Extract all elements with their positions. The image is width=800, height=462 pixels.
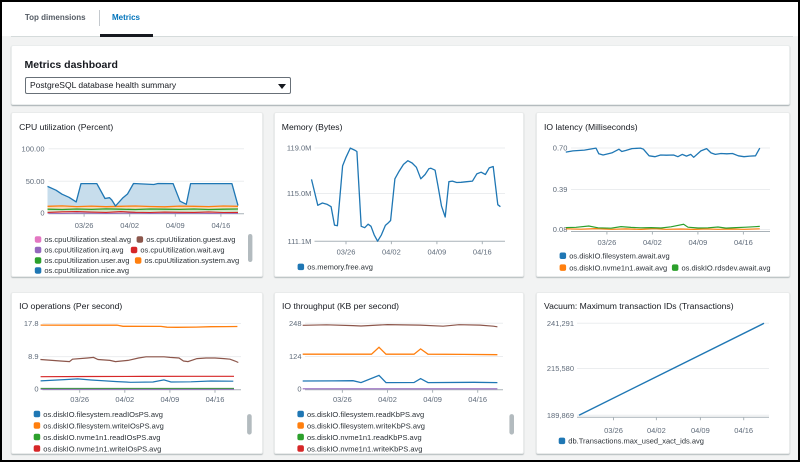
svg-text:124: 124 (289, 352, 302, 361)
svg-text:os.cpuUtilization.guest.avg: os.cpuUtilization.guest.avg (146, 235, 235, 244)
svg-text:0.39: 0.39 (553, 185, 568, 194)
svg-text:04/09: 04/09 (428, 248, 447, 257)
svg-text:04/09: 04/09 (689, 238, 708, 247)
svg-text:04/02: 04/02 (643, 238, 662, 247)
svg-text:04/09: 04/09 (161, 395, 180, 404)
svg-text:0: 0 (297, 384, 301, 393)
svg-text:03/26: 03/26 (598, 238, 617, 247)
svg-text:04/09: 04/09 (166, 221, 185, 230)
svg-text:8.9: 8.9 (28, 352, 38, 361)
svg-text:04/16: 04/16 (206, 395, 225, 404)
svg-text:os.diskIO.nvme1n1.readKbPS.avg: os.diskIO.nvme1n1.readKbPS.avg (307, 433, 422, 442)
svg-text:os.diskIO.nvme1n1.await.avg: os.diskIO.nvme1n1.await.avg (569, 263, 667, 272)
svg-text:50.00: 50.00 (26, 177, 45, 186)
svg-text:os.cpuUtilization.system.avg: os.cpuUtilization.system.avg (145, 256, 240, 265)
svg-text:os.diskIO.filesystem.writeKbPS: os.diskIO.filesystem.writeKbPS.avg (307, 421, 425, 430)
svg-text:17.8: 17.8 (24, 319, 39, 328)
svg-text:119.0M: 119.0M (287, 144, 311, 153)
svg-text:os.cpuUtilization.nice.avg: os.cpuUtilization.nice.avg (44, 266, 129, 275)
svg-text:04/16: 04/16 (734, 426, 753, 435)
svg-text:IO throughput (KB per second): IO throughput (KB per second) (282, 301, 399, 311)
svg-text:os.memory.free.avg: os.memory.free.avg (307, 263, 373, 272)
svg-text:os.diskIO.filesystem.await.avg: os.diskIO.filesystem.await.avg (569, 252, 669, 261)
svg-text:0.08: 0.08 (553, 225, 568, 234)
svg-text:04/02: 04/02 (382, 248, 401, 257)
svg-text:os.diskIO.filesystem.readKbPS.: os.diskIO.filesystem.readKbPS.avg (307, 410, 424, 419)
svg-text:189,869: 189,869 (547, 411, 574, 420)
svg-text:CPU utilization (Percent): CPU utilization (Percent) (19, 122, 113, 132)
svg-text:os.diskIO.nvme1n1.readIOsPS.av: os.diskIO.nvme1n1.readIOsPS.avg (43, 433, 160, 442)
svg-text:os.diskIO.nvme1n1.writeKbPS.av: os.diskIO.nvme1n1.writeKbPS.avg (307, 444, 422, 453)
svg-text:04/09: 04/09 (423, 395, 442, 404)
svg-text:248: 248 (289, 319, 302, 328)
svg-text:os.diskIO.filesystem.writeIOsP: os.diskIO.filesystem.writeIOsPS.avg (43, 421, 163, 430)
svg-text:0.70: 0.70 (553, 144, 568, 153)
svg-text:os.diskIO.nvme1n1.writeIOsPS.a: os.diskIO.nvme1n1.writeIOsPS.avg (43, 444, 161, 453)
svg-text:03/26: 03/26 (333, 395, 352, 404)
svg-text:04/09: 04/09 (691, 426, 710, 435)
svg-text:03/26: 03/26 (75, 221, 94, 230)
svg-text:03/26: 03/26 (70, 395, 89, 404)
svg-text:03/26: 03/26 (604, 426, 623, 435)
svg-text:215,580: 215,580 (547, 364, 574, 373)
svg-text:04/02: 04/02 (120, 221, 139, 230)
svg-text:0: 0 (40, 208, 44, 217)
svg-text:os.cpuUtilization.steal.avg: os.cpuUtilization.steal.avg (44, 235, 131, 244)
svg-text:115.0M: 115.0M (287, 189, 311, 198)
svg-text:241,291: 241,291 (547, 319, 574, 328)
svg-text:IO latency (Milliseconds): IO latency (Milliseconds) (544, 122, 638, 132)
svg-text:os.diskIO.filesystem.readIOsPS: os.diskIO.filesystem.readIOsPS.avg (43, 410, 163, 419)
svg-text:04/02: 04/02 (115, 395, 134, 404)
svg-text:os.diskIO.rdsdev.await.avg: os.diskIO.rdsdev.await.avg (682, 263, 771, 272)
svg-text:db.Transactions.max_used_xact_: db.Transactions.max_used_xact_ids.avg (568, 437, 704, 446)
svg-text:Vacuum: Maximum transaction ID: Vacuum: Maximum transaction IDs (Transac… (544, 301, 734, 311)
svg-text:100.00: 100.00 (22, 144, 45, 153)
svg-text:04/16: 04/16 (734, 238, 753, 247)
svg-text:04/02: 04/02 (647, 426, 666, 435)
svg-text:04/02: 04/02 (378, 395, 397, 404)
svg-text:03/26: 03/26 (337, 248, 356, 257)
svg-text:111.1M: 111.1M (287, 237, 311, 246)
svg-text:04/16: 04/16 (212, 221, 231, 230)
svg-text:os.cpuUtilization.wait.avg: os.cpuUtilization.wait.avg (140, 246, 224, 255)
svg-text:IO operations (Per second): IO operations (Per second) (19, 301, 122, 311)
svg-text:Memory (Bytes): Memory (Bytes) (282, 122, 343, 132)
svg-text:os.cpuUtilization.irq.avg: os.cpuUtilization.irq.avg (44, 246, 123, 255)
svg-text:04/16: 04/16 (473, 248, 492, 257)
svg-text:04/16: 04/16 (468, 395, 487, 404)
svg-text:os.cpuUtilization.user.avg: os.cpuUtilization.user.avg (44, 256, 129, 265)
svg-text:0: 0 (34, 384, 38, 393)
